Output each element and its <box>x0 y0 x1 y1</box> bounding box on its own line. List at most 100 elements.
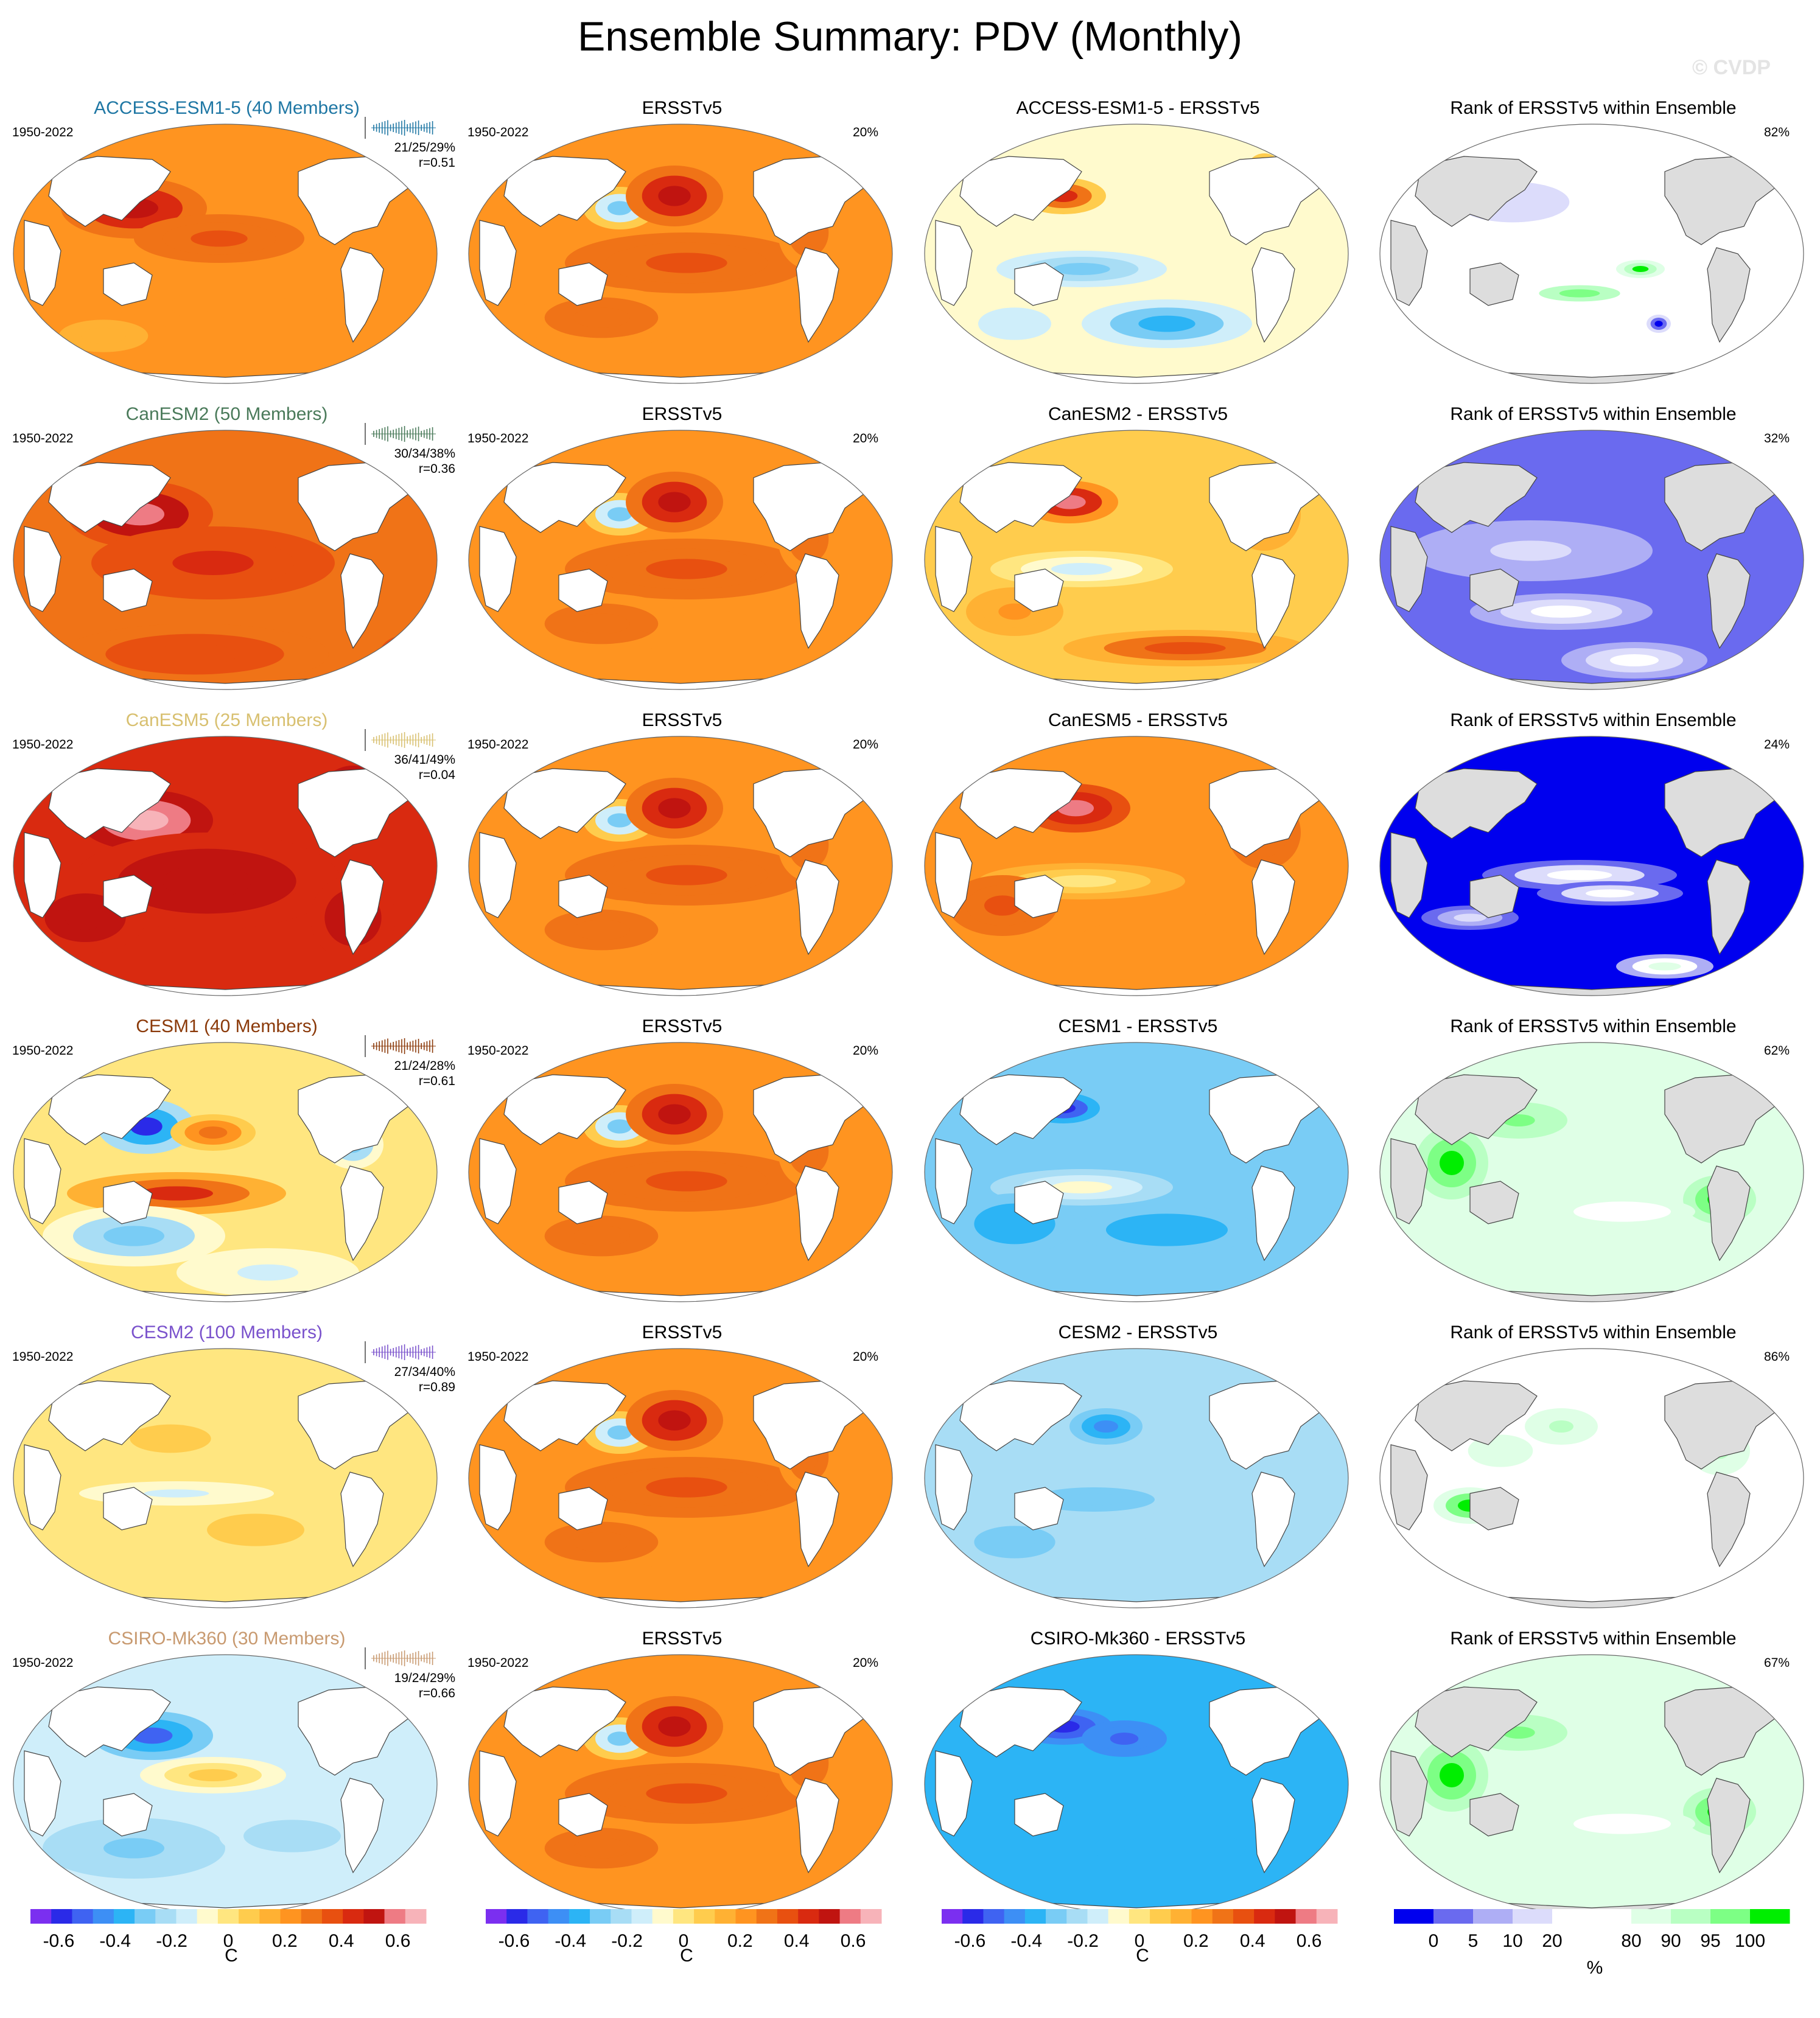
rank-panel: Rank of ERSSTv5 within Ensemble 62% <box>1367 1010 1820 1314</box>
obs-map <box>467 123 894 385</box>
colorbar-tick-label: 0 <box>223 1931 234 1951</box>
page-title: Ensemble Summary: PDV (Monthly) <box>577 13 1243 60</box>
colorbar-swatch <box>1552 1909 1592 1924</box>
rank-map <box>1379 1653 1805 1915</box>
colorbar-swatch <box>694 1909 715 1924</box>
colorbar-unit: % <box>1586 1958 1603 1978</box>
diff-title: CESM1 - ERSSTv5 <box>1058 1016 1218 1036</box>
diff-map <box>923 1041 1349 1303</box>
diff-map <box>923 429 1349 691</box>
rank-percent: 24% <box>1763 738 1790 752</box>
rank-title: Rank of ERSSTv5 within Ensemble <box>1450 1016 1737 1036</box>
colorbar-tick-label: 0.2 <box>272 1931 298 1951</box>
stats-correlation: r=0.36 <box>418 462 455 476</box>
period-label: 1950-2022 <box>12 738 74 752</box>
colorbar-tick-label: 100 <box>1735 1931 1765 1951</box>
rank-map <box>1379 735 1805 997</box>
colorbar-swatch <box>962 1909 984 1924</box>
diff-panel: CanESM5 - ERSSTv5 <box>911 704 1365 1008</box>
colorbar-swatch <box>1191 1909 1213 1924</box>
colorbar-swatch <box>1295 1909 1317 1924</box>
model-panel: CESM2 (100 Members) 1950-2022 27/34/40% r=0… <box>0 1316 455 1620</box>
colorbar-swatch <box>113 1909 135 1924</box>
obs-map <box>467 1041 894 1303</box>
colorbar-swatch <box>527 1909 549 1924</box>
colorbar-swatch <box>611 1909 632 1924</box>
colorbar-tick-label: 95 <box>1700 1931 1720 1951</box>
diff-title: CESM2 - ERSSTv5 <box>1058 1322 1218 1342</box>
obs-percent: 20% <box>852 738 878 752</box>
obs-title: ERSSTv5 <box>642 710 723 730</box>
rank-title: Rank of ERSSTv5 within Ensemble <box>1450 1629 1737 1649</box>
colorbar-swatch <box>631 1909 653 1924</box>
colorbar-swatch <box>1108 1909 1130 1924</box>
colorbar-swatch <box>1394 1909 1434 1924</box>
period-label: 1950-2022 <box>467 1044 529 1058</box>
colorbar-tick-label: -0.6 <box>43 1931 75 1951</box>
colorbar-swatch <box>1631 1909 1671 1924</box>
colorbar-tick-label: 0 <box>679 1931 689 1951</box>
colorbar-tick-label: 0.6 <box>385 1931 411 1951</box>
colorbar-swatch <box>155 1909 177 1924</box>
colorbar-swatch <box>1473 1909 1513 1924</box>
colorbar-swatch <box>590 1909 611 1924</box>
rank-title: Rank of ERSSTv5 within Ensemble <box>1450 710 1737 730</box>
diff-title: CanESM2 - ERSSTv5 <box>1048 404 1228 424</box>
colorbar-tick-label: -0.2 <box>156 1931 187 1951</box>
rank-panel: Rank of ERSSTv5 within Ensemble 24% <box>1367 704 1820 1008</box>
model-panel: ACCESS-ESM1-5 (40 Members) 1950-2022 21/25… <box>0 91 455 396</box>
model-map <box>12 1041 438 1303</box>
colorbar-swatch <box>343 1909 364 1924</box>
figure-row: CESM1 (40 Members) 1950-2022 21/24/28% r=0.… <box>0 1010 1820 1314</box>
colorbar-swatch <box>72 1909 94 1924</box>
model-stats: 21/24/28% r=0.61 <box>365 1058 455 1089</box>
rank-title: Rank of ERSSTv5 within Ensemble <box>1450 1322 1737 1342</box>
rank-panel: Rank of ERSSTv5 within Ensemble 82% <box>1367 91 1820 396</box>
colorbar-swatch <box>506 1909 528 1924</box>
model-stats: 27/34/40% r=0.89 <box>365 1364 455 1395</box>
figure-row: CanESM2 (50 Members) 1950-2022 30/34/38% r=… <box>0 397 1820 702</box>
model-stats: 30/34/38% r=0.36 <box>365 446 455 477</box>
period-label: 1950-2022 <box>467 431 529 445</box>
obs-percent: 20% <box>852 1656 878 1670</box>
model-panel: CanESM2 (50 Members) 1950-2022 30/34/38% r=… <box>0 397 455 702</box>
colorbar-swatch <box>363 1909 385 1924</box>
diff-title: CSIRO-Mk360 - ERSSTv5 <box>1030 1629 1246 1649</box>
rank-map <box>1379 429 1805 691</box>
member-spread-glyph <box>364 1341 437 1363</box>
model-map <box>12 123 438 385</box>
stats-percent: 30/34/38% <box>394 447 455 461</box>
watermark: © CVDP <box>1692 56 1771 79</box>
colorbar-swatch <box>1066 1909 1088 1924</box>
model-map <box>12 1653 438 1915</box>
colorbar-tick-label: 10 <box>1502 1931 1522 1951</box>
obs-map <box>467 429 894 691</box>
rank-percent: 32% <box>1763 431 1790 445</box>
colorbar-swatch <box>715 1909 737 1924</box>
obs-title: ERSSTv5 <box>642 1016 723 1036</box>
model-panel: CanESM5 (25 Members) 1950-2022 36/41/49% r=… <box>0 704 455 1008</box>
colorbar-tick-label: -0.4 <box>99 1931 131 1951</box>
temperature-colorbar: -0.6 -0.4 -0.2 0 0.2 0.4 0.6 C <box>486 1902 939 2011</box>
obs-panel: ERSSTv5 1950-2022 20% <box>455 91 909 396</box>
period-label: 1950-2022 <box>467 1350 529 1364</box>
diff-panel: CanESM2 - ERSSTv5 <box>911 397 1365 702</box>
rank-percent: 86% <box>1763 1350 1790 1364</box>
colorbar-swatch <box>1592 1909 1632 1924</box>
stats-percent: 21/24/28% <box>394 1059 455 1073</box>
rank-panel: Rank of ERSSTv5 within Ensemble 86% <box>1367 1316 1820 1620</box>
colorbar-swatch <box>1129 1909 1150 1924</box>
obs-title: ERSSTv5 <box>642 1629 723 1649</box>
colorbar-tick-label: 90 <box>1661 1931 1681 1951</box>
colorbar-swatch <box>819 1909 841 1924</box>
colorbar-tick-label: 20 <box>1542 1931 1562 1951</box>
diff-map <box>923 735 1349 997</box>
colorbar-swatch <box>1710 1909 1751 1924</box>
rank-title: Rank of ERSSTv5 within Ensemble <box>1450 404 1737 424</box>
figure-row: CSIRO-Mk360 (30 Members) 1950-2022 19/24/2… <box>0 1622 1820 1926</box>
colorbar-tick-label: -0.6 <box>954 1931 986 1951</box>
rank-percent: 82% <box>1763 125 1790 139</box>
diff-title: ACCESS-ESM1-5 - ERSSTv5 <box>1016 98 1260 118</box>
figure-row: CanESM5 (25 Members) 1950-2022 36/41/49% r=… <box>0 704 1820 1008</box>
colorbar-tick-label: 0.2 <box>727 1931 753 1951</box>
